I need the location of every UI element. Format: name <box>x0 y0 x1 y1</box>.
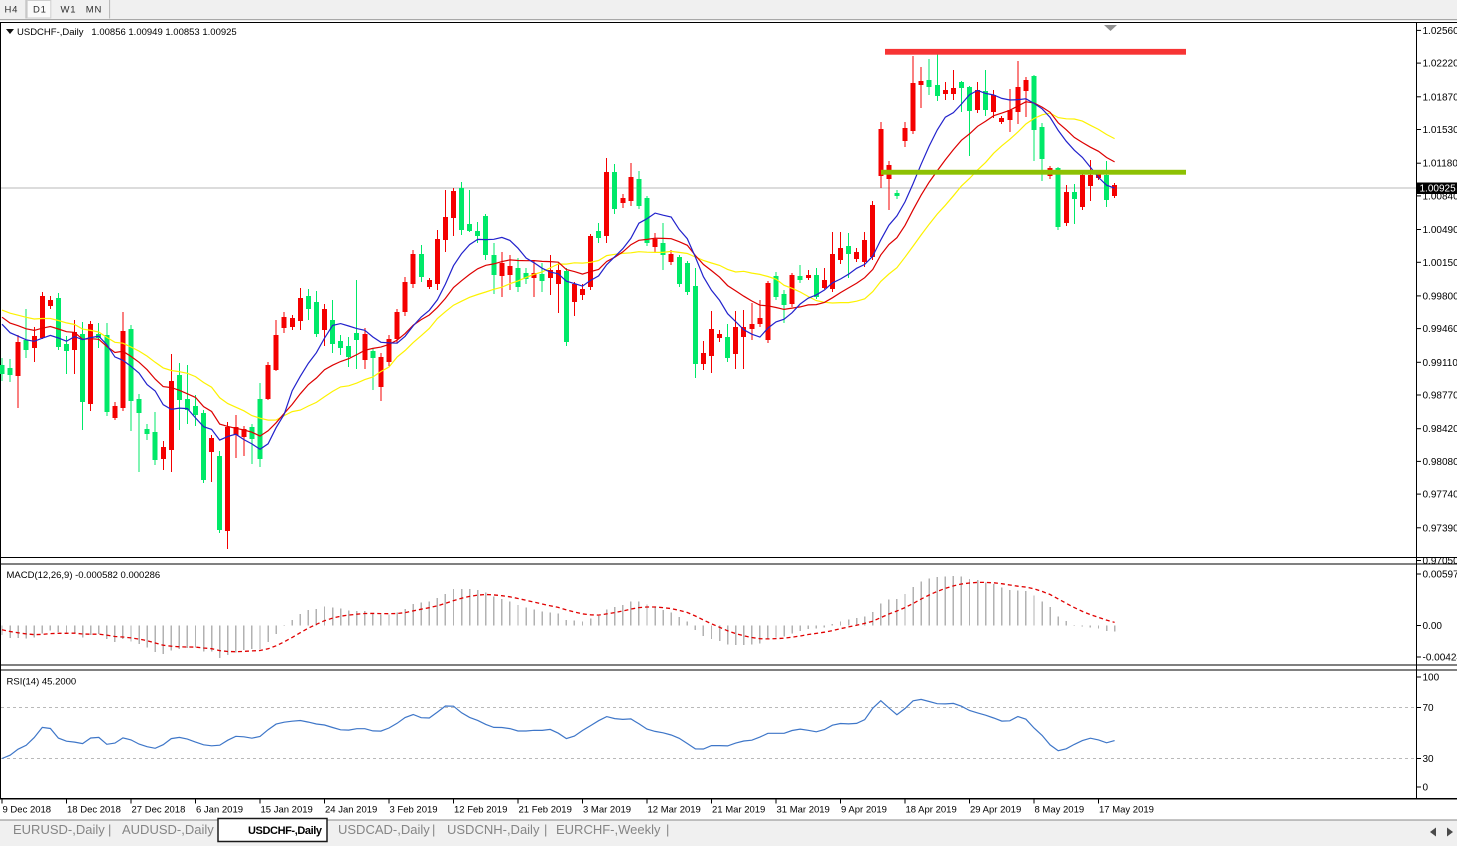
svg-text:9 Dec 2018: 9 Dec 2018 <box>3 805 52 816</box>
svg-text:12 Feb 2019: 12 Feb 2019 <box>454 805 507 816</box>
svg-text:29 Apr 2019: 29 Apr 2019 <box>970 805 1021 816</box>
svg-text:1.02560: 1.02560 <box>1423 26 1457 37</box>
svg-text:15 Jan 2019: 15 Jan 2019 <box>261 805 313 816</box>
svg-text:17 May 2019: 17 May 2019 <box>1099 805 1154 816</box>
svg-text:1.01180: 1.01180 <box>1423 159 1457 170</box>
svg-text:MN: MN <box>86 5 102 16</box>
svg-text:1.00840: 1.00840 <box>1423 191 1457 202</box>
svg-text:0.97050: 0.97050 <box>1423 556 1457 567</box>
svg-text:0: 0 <box>1423 783 1429 794</box>
svg-text:100: 100 <box>1423 673 1440 684</box>
svg-text:1.01530: 1.01530 <box>1423 125 1457 136</box>
svg-text:W1: W1 <box>61 5 77 16</box>
svg-text:0.98420: 0.98420 <box>1423 424 1457 435</box>
svg-text:USDCNH-,Daily: USDCNH-,Daily <box>447 822 540 837</box>
svg-text:EURCHF-,Weekly: EURCHF-,Weekly <box>556 822 661 837</box>
svg-text:1.00925: 1.00925 <box>1420 184 1457 195</box>
svg-text:9 Apr 2019: 9 Apr 2019 <box>841 805 887 816</box>
svg-text:0.99800: 0.99800 <box>1423 291 1457 302</box>
svg-text:D1: D1 <box>33 5 47 16</box>
svg-text:24 Jan 2019: 24 Jan 2019 <box>325 805 377 816</box>
svg-text:1.00150: 1.00150 <box>1423 258 1457 269</box>
svg-text:-0.00424: -0.00424 <box>1423 653 1457 664</box>
svg-text:12 Mar 2019: 12 Mar 2019 <box>648 805 701 816</box>
svg-text:0.00: 0.00 <box>1423 621 1443 632</box>
svg-text:6 Jan 2019: 6 Jan 2019 <box>196 805 243 816</box>
svg-text:0.98770: 0.98770 <box>1423 391 1457 402</box>
svg-text:18 Apr 2019: 18 Apr 2019 <box>906 805 957 816</box>
svg-text:0.97740: 0.97740 <box>1423 490 1457 501</box>
svg-text:1.01870: 1.01870 <box>1423 92 1457 103</box>
svg-text:3 Feb 2019: 3 Feb 2019 <box>390 805 438 816</box>
svg-text:30: 30 <box>1423 754 1435 765</box>
svg-text:|: | <box>432 822 435 837</box>
svg-text:|: | <box>108 822 111 837</box>
svg-text:0.98080: 0.98080 <box>1423 457 1457 468</box>
svg-text:21 Mar 2019: 21 Mar 2019 <box>712 805 765 816</box>
svg-text:3 Mar 2019: 3 Mar 2019 <box>583 805 631 816</box>
svg-text:1.00490: 1.00490 <box>1423 225 1457 236</box>
svg-text:0.99460: 0.99460 <box>1423 324 1457 335</box>
svg-text:1.02220: 1.02220 <box>1423 59 1457 70</box>
svg-text:70: 70 <box>1423 703 1435 714</box>
svg-text:EURUSD-,Daily: EURUSD-,Daily <box>13 822 105 837</box>
svg-text:RSI(14) 45.2000: RSI(14) 45.2000 <box>7 677 77 688</box>
svg-text:|: | <box>666 822 669 837</box>
svg-text:|: | <box>544 822 547 837</box>
svg-text:USDCAD-,Daily: USDCAD-,Daily <box>338 822 430 837</box>
svg-text:H4: H4 <box>5 5 19 16</box>
svg-text:0.00597: 0.00597 <box>1423 570 1457 581</box>
svg-text:18 Dec 2018: 18 Dec 2018 <box>67 805 121 816</box>
svg-text:MACD(12,26,9) -0.000582 0.0002: MACD(12,26,9) -0.000582 0.000286 <box>7 570 161 581</box>
svg-text:USDCHF-,Daily: USDCHF-,Daily <box>248 825 323 837</box>
svg-text:0.97390: 0.97390 <box>1423 523 1457 534</box>
svg-text:31 Mar 2019: 31 Mar 2019 <box>777 805 830 816</box>
svg-text:27 Dec 2018: 27 Dec 2018 <box>132 805 186 816</box>
svg-text:AUDUSD-,Daily: AUDUSD-,Daily <box>122 822 214 837</box>
svg-text:8 May 2019: 8 May 2019 <box>1035 805 1085 816</box>
svg-text:0.99110: 0.99110 <box>1423 358 1457 369</box>
svg-text:21 Feb 2019: 21 Feb 2019 <box>519 805 572 816</box>
svg-text:USDCHF-,Daily 1.00856 1.0094: USDCHF-,Daily 1.00856 1.00949 1.00853 1.… <box>17 27 237 38</box>
